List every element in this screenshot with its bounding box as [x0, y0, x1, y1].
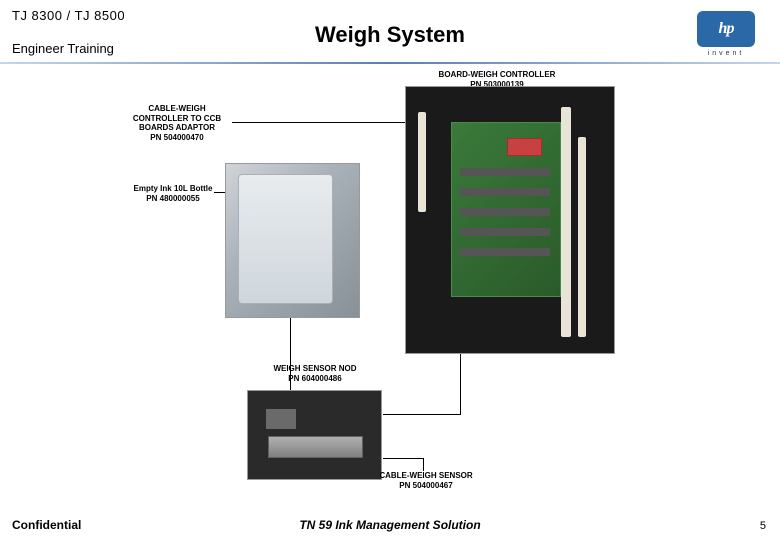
pcb-trace	[460, 228, 550, 236]
callout-weigh-sensor-nod: WEIGH SENSOR NODPN 604000486	[265, 364, 365, 383]
image-sensor	[247, 390, 382, 480]
slide-content: BOARD-WEIGH CONTROLLERPN 503000139 CABLE…	[0, 68, 780, 498]
pcb-trace	[460, 208, 550, 216]
confidential-label: Confidential	[12, 518, 81, 532]
cable-shape	[418, 112, 426, 212]
sensor-bar-shape	[268, 436, 363, 458]
hp-logo-icon: hp	[697, 11, 755, 47]
pcb-trace	[460, 168, 550, 176]
pcb-trace	[460, 188, 550, 196]
callout-bottle: Empty Ink 10L BottlePN 480000055	[128, 184, 218, 203]
page-number: 5	[760, 520, 766, 532]
pcb-chip	[507, 138, 542, 156]
leader-line	[383, 414, 461, 415]
image-bottle	[225, 163, 360, 318]
leader-line	[383, 458, 423, 459]
title-underline	[0, 62, 780, 64]
leader-line	[232, 122, 417, 123]
slide-title: Weigh System	[315, 22, 465, 48]
slide-header: TJ 8300 / TJ 8500 Engineer Training Weig…	[0, 0, 780, 68]
product-label: TJ 8300 / TJ 8500	[12, 8, 768, 23]
hp-logo-subtext: invent	[708, 50, 745, 57]
leader-line	[460, 354, 461, 414]
hp-logo: hp invent	[686, 6, 766, 62]
pcb-shape	[451, 122, 561, 297]
bottle-shape	[238, 174, 333, 304]
footer-title: TN 59 Ink Management Solution	[299, 518, 480, 532]
pcb-trace	[460, 248, 550, 256]
cable-shape	[561, 107, 571, 337]
sensor-bracket	[266, 409, 296, 429]
leader-line	[423, 458, 424, 471]
slide-footer: Confidential TN 59 Ink Management Soluti…	[0, 514, 780, 532]
image-board	[405, 86, 615, 354]
callout-cable-adaptor: CABLE-WEIGHCONTROLLER TO CCBBOARDS ADAPT…	[122, 104, 232, 142]
cable-shape	[578, 137, 586, 337]
callout-cable-weigh-sensor: CABLE-WEIGH SENSORPN 504000467	[366, 471, 486, 490]
